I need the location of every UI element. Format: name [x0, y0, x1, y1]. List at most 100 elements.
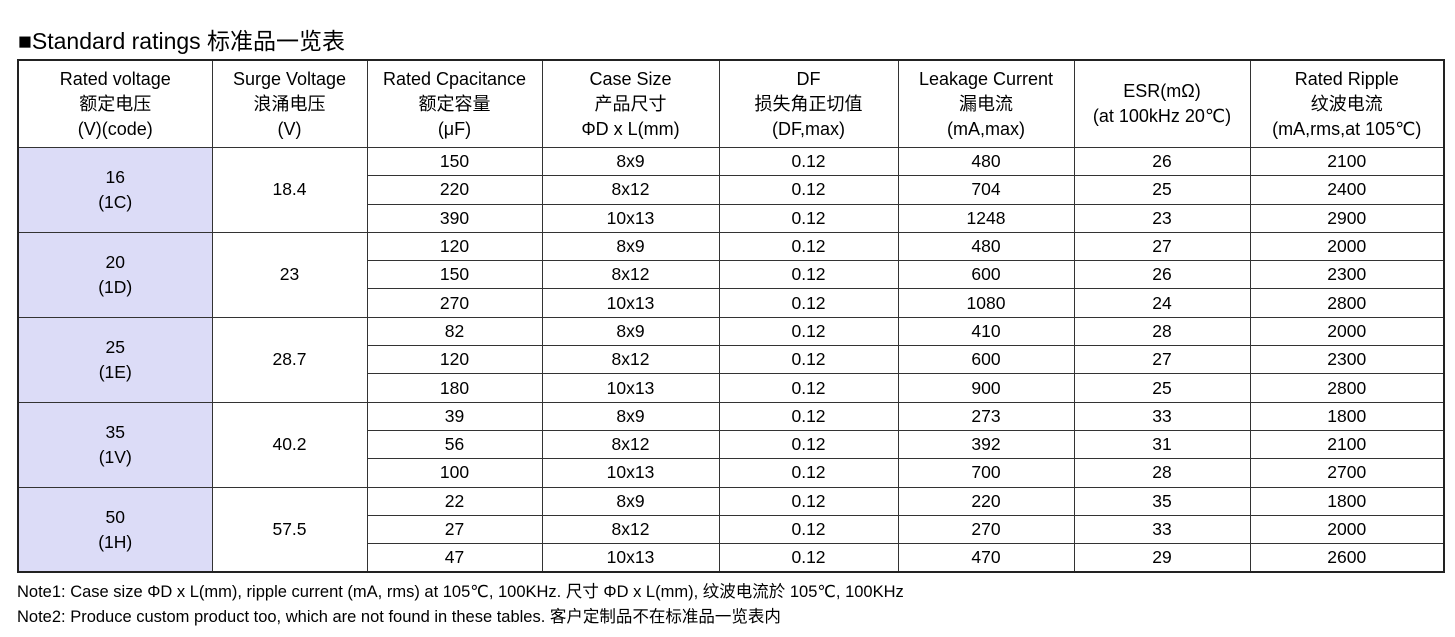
- header-line: 产品尺寸: [594, 93, 667, 114]
- cell: 1080: [897, 288, 1075, 318]
- voltage-cell: 20 (1D): [17, 231, 213, 318]
- cell: 1800: [1249, 401, 1445, 431]
- cell: 2700: [1249, 458, 1445, 488]
- header-line: (DF,max): [772, 118, 845, 139]
- header-line: (at 100kHz 20℃): [1092, 106, 1232, 126]
- header-line: Rated Cpacitance: [382, 68, 527, 89]
- table-head: Rated voltage 额定电压 (V)(code) Surge Voltage 浪…: [17, 59, 1445, 148]
- cell: 1800: [1249, 486, 1445, 516]
- cell: 10x13: [541, 288, 720, 318]
- cell: 8x9: [541, 316, 720, 347]
- cell: 2400: [1249, 175, 1445, 205]
- header-row: Rated voltage 额定电压 (V)(code) Surge Voltage 浪…: [17, 59, 1445, 148]
- cell: 470: [897, 543, 1075, 573]
- cell: 0.12: [718, 231, 899, 262]
- cell: 900: [897, 373, 1075, 403]
- voltage-cell: 25 (1E): [17, 316, 213, 403]
- cell: 25: [1073, 373, 1251, 403]
- voltage: 20: [105, 251, 125, 272]
- data-row: 50 (1H) 57.5 22 8x9 0.12 220 35 1800: [17, 486, 1445, 573]
- cell: 2000: [1249, 316, 1445, 347]
- cell: 82: [366, 316, 543, 347]
- header-line: 额定电压: [79, 93, 152, 114]
- cell: 35: [1073, 486, 1251, 516]
- ratings-table: Rated voltage 额定电压 (V)(code) Surge Voltage 浪…: [17, 59, 1445, 574]
- header-cell: Leakage Current 漏电流 (mA,max): [897, 59, 1075, 148]
- cell: 392: [897, 429, 1075, 460]
- surge-voltage: 28.7: [211, 316, 368, 403]
- voltage-code: (1C): [98, 191, 133, 212]
- cell: 1248: [897, 203, 1075, 233]
- cell: 31: [1073, 429, 1251, 460]
- header-cell: Surge Voltage 浪涌电压 (V): [211, 59, 368, 148]
- cell: 29: [1073, 543, 1251, 573]
- voltage: 50: [105, 506, 125, 527]
- voltage-code: (1E): [98, 361, 132, 382]
- header-cell: DF 损失角正切值 (DF,max): [718, 59, 899, 148]
- cell: 28: [1073, 458, 1251, 488]
- cell: 0.12: [718, 486, 899, 516]
- header-cell: Case Size 产品尺寸 ΦD x L(mm): [541, 59, 720, 148]
- header-line: 漏电流: [959, 93, 1013, 114]
- voltage-code: (1D): [98, 276, 133, 297]
- cell: 24: [1073, 288, 1251, 318]
- cell: 8x9: [541, 401, 720, 431]
- header-line: Rated Ripple: [1294, 68, 1399, 89]
- header-line: Rated voltage: [59, 68, 171, 89]
- cell: 0.12: [718, 203, 899, 233]
- cell: 10x13: [541, 373, 720, 403]
- header-line: Surge Voltage: [232, 68, 347, 89]
- cell: 0.12: [718, 514, 899, 545]
- data-row: 16 (1C) 18.4 150 8x9 0.12 480 26 2100: [17, 146, 1445, 233]
- cell: 2300: [1249, 345, 1445, 375]
- cell: 0.12: [718, 288, 899, 318]
- cell: 8x12: [541, 260, 720, 290]
- header-cell: Rated voltage 额定电压 (V)(code): [17, 59, 213, 148]
- header-line: (mA,rms,at 105℃): [1272, 118, 1422, 139]
- voltage-cell: 16 (1C): [17, 147, 213, 233]
- cell: 273: [897, 401, 1075, 431]
- note: Note1: Case size ΦD x L(mm), ripple curr…: [17, 583, 904, 601]
- header-line: 纹波电流: [1310, 93, 1383, 114]
- cell: 26: [1073, 260, 1251, 290]
- cell: 0.12: [718, 543, 899, 573]
- cell: 22: [366, 486, 543, 516]
- cell: 2900: [1249, 203, 1445, 233]
- cell: 700: [897, 458, 1075, 488]
- cell: 2000: [1249, 514, 1445, 545]
- cell: 8x12: [541, 345, 720, 375]
- table-body: 16 (1C) 18.4 150 8x9 0.12 480 26 2100 220 8x12 0.12…: [17, 146, 1445, 573]
- cell: 390: [366, 203, 543, 233]
- cell: 23: [1073, 203, 1251, 233]
- header-line: (V): [277, 118, 302, 139]
- header-line: Case Size: [589, 68, 672, 89]
- cell: 2000: [1249, 231, 1445, 262]
- title: ■Standard ratings 标准品一览表: [18, 28, 346, 54]
- cell: 180: [366, 373, 543, 403]
- cell: 480: [897, 231, 1075, 262]
- data-row: 390 10x13 0.12 1248 23 2900: [18, 203, 1445, 233]
- cell: 10x13: [541, 458, 720, 488]
- voltage: 25: [105, 336, 125, 357]
- data-row: 27 8x12 0.12 270 33 2000: [18, 514, 1445, 545]
- cell: 27: [366, 514, 543, 545]
- cell: 28: [1073, 316, 1251, 347]
- cell: 0.12: [718, 345, 899, 375]
- cell: 120: [366, 231, 543, 262]
- header-line: (mA,max): [947, 118, 1025, 139]
- data-row: 100 10x13 0.12 700 28 2700: [18, 458, 1445, 488]
- data-row: 47 10x13 0.12 470 29 2600: [18, 543, 1445, 573]
- voltage: 35: [105, 421, 125, 442]
- cell: 410: [897, 316, 1075, 347]
- cell: 600: [897, 260, 1075, 290]
- surge-voltage: 23: [211, 231, 368, 318]
- cell: 2800: [1249, 288, 1445, 318]
- cell: 600: [897, 345, 1075, 375]
- note: Note2: Produce custom product too, which…: [17, 608, 781, 626]
- voltage-cell: 50 (1H): [17, 486, 213, 573]
- cell: 39: [366, 401, 543, 431]
- cell: 480: [897, 146, 1075, 177]
- cell: 8x9: [541, 231, 720, 262]
- cell: 56: [366, 429, 543, 460]
